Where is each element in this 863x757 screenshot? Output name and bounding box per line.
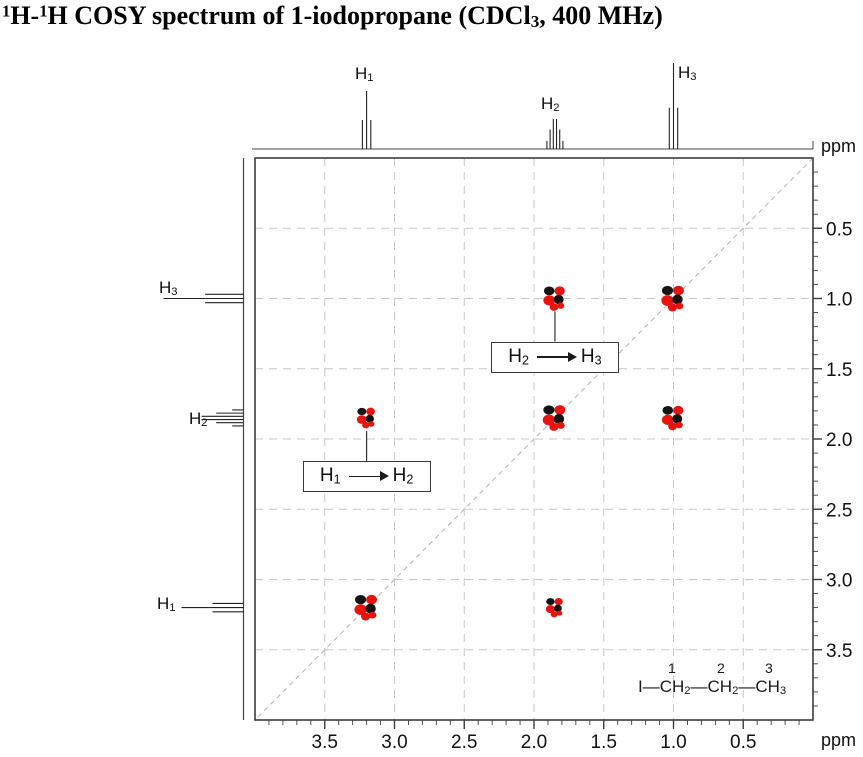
diagonal-peak: [661, 295, 674, 306]
cross-peak: [662, 405, 674, 415]
cross-peak: [550, 611, 558, 618]
diagonal-peak: [354, 604, 367, 615]
y-tick-label: 1.5: [826, 360, 852, 381]
annotation-box-h2-h3: H2 H3: [490, 341, 619, 373]
cross-peak: [546, 598, 555, 606]
cross-peak: [549, 303, 559, 311]
diagonal-peak: [355, 595, 367, 605]
diagonal-peak: [673, 285, 684, 296]
diagonal-peak: [661, 285, 674, 296]
molecule-structure: 1 2 3 I—CH2—CH2—CH3: [638, 660, 818, 697]
diagonal-line: [254, 157, 814, 721]
cross-peak: [673, 405, 684, 415]
cross-peak: [554, 286, 565, 296]
cross-peak: [356, 415, 367, 424]
annotation-from-label: H1: [319, 465, 341, 487]
left-peak-label-h1: H1: [157, 594, 176, 615]
cross-peak: [675, 421, 683, 429]
page-title: 1H-1H COSY spectrum of 1-iodopropane (CD…: [2, 1, 663, 32]
diagonal-peak: [549, 422, 559, 431]
y-tick-label: 1.0: [826, 290, 852, 311]
cross-peak: [554, 604, 562, 613]
left-peak-label-h2: H2: [189, 409, 208, 430]
cross-peak: [553, 294, 564, 305]
cross-peak: [368, 421, 375, 427]
molecule-carbon-numbers: 1 2 3: [638, 660, 818, 677]
annotation-box-h1-h2: H1 H2: [302, 460, 431, 492]
diagonal-peak: [366, 594, 377, 605]
diagonal-peak: [675, 302, 684, 310]
x-tick-label: 3.5: [312, 732, 338, 753]
top-peak-label-h1: H1: [355, 64, 374, 85]
top-peak-label-h2: H2: [541, 94, 560, 115]
cross-peak: [554, 598, 563, 606]
cross-peak: [365, 414, 374, 423]
cross-peak: [543, 286, 555, 296]
ppm-label-top: ppm: [821, 136, 857, 156]
diagonal-peak: [365, 603, 376, 614]
diagonal-peak: [542, 414, 556, 426]
annotation-from-label: H2: [508, 346, 529, 368]
diagonal-peak: [543, 405, 555, 415]
x-tick-label: 1.5: [591, 732, 617, 753]
cross-peak: [556, 610, 563, 616]
arrow-right-icon: [536, 352, 577, 362]
cross-peak: [661, 414, 674, 425]
diagonal-peak: [553, 413, 565, 424]
x-tick-label: 3.0: [381, 732, 407, 753]
y-tick-label: 2.5: [826, 500, 852, 521]
diagonal-peak: [672, 294, 683, 305]
cross-peak: [543, 295, 556, 306]
y-tick-label: 0.5: [826, 219, 852, 240]
x-tick-label: 1.0: [660, 732, 686, 753]
carbon-number-1: 1: [668, 660, 676, 676]
diagonal-peak: [557, 422, 565, 429]
diagonal-peak: [554, 405, 566, 415]
carbon-number-3: 3: [765, 660, 773, 676]
cross-peak: [557, 302, 565, 309]
carbon-number-2: 2: [717, 660, 725, 676]
cross-peak: [668, 422, 677, 431]
top-peak-label-h3: H3: [678, 63, 697, 84]
x-tick-label: 0.5: [730, 732, 756, 753]
x-tick-label: 2.0: [521, 732, 547, 753]
cross-peak: [366, 407, 375, 416]
diagonal-peak: [361, 612, 371, 621]
cross-peak: [545, 605, 556, 614]
molecule-formula: I—CH2—CH2—CH3: [638, 677, 787, 698]
diagonal-peak: [368, 611, 377, 619]
arrow-right-icon: [348, 471, 389, 481]
ppm-label-bottom: ppm: [821, 730, 857, 750]
y-tick-label: 3.0: [826, 571, 852, 592]
cross-peak: [357, 407, 367, 416]
cross-peak: [672, 414, 683, 424]
cross-peak: [362, 421, 370, 429]
x-tick-label: 2.5: [451, 732, 477, 753]
y-tick-label: 2.0: [826, 430, 852, 451]
left-peak-label-h3: H3: [159, 278, 178, 299]
y-tick-label: 3.5: [826, 641, 852, 662]
annotation-to-label: H2: [392, 465, 414, 487]
diagonal-peak: [667, 303, 678, 312]
annotation-to-label: H3: [580, 346, 602, 368]
